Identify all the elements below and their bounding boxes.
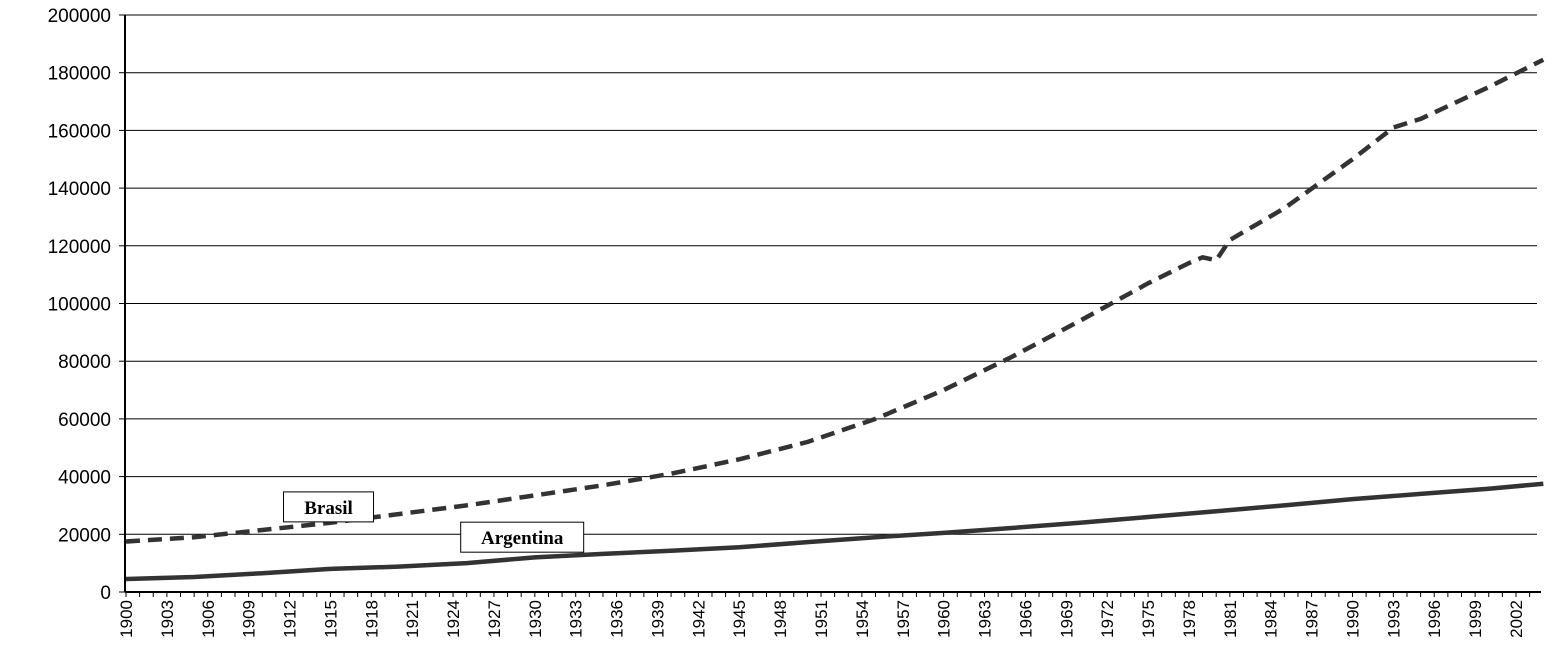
x-tick-label: 1912	[281, 600, 300, 638]
x-tick-label: 1960	[935, 600, 954, 638]
x-tick-label: 1996	[1425, 600, 1444, 638]
y-tick-label: 60000	[58, 410, 111, 431]
x-tick-label: 1966	[1016, 600, 1035, 638]
series-label-box	[283, 491, 375, 523]
x-tick-label: 1942	[689, 600, 708, 638]
x-tick-label: 1981	[1221, 600, 1240, 638]
x-tick-label: 1948	[771, 600, 790, 638]
x-tick-labels: 1900 1903 1906 1909 1912 1915 1918 1921 1924 1927…	[117, 600, 1526, 638]
x-tick-label: 1999	[1466, 600, 1485, 638]
x-tick-label: 1915	[321, 600, 340, 638]
x-tick-label: 1978	[1180, 600, 1199, 638]
series-line-argentina	[125, 481, 1544, 582]
y-tick-labels: 0 20000 40000 60000 80000 100000 120000 140000 1…	[48, 6, 111, 604]
x-tick-label: 1906	[199, 600, 218, 638]
y-tick-label: 160000	[48, 121, 111, 142]
series-label-brasil: Brasil	[283, 491, 375, 523]
x-tick-label: 1954	[853, 600, 872, 638]
x-tick-label: 1984	[1262, 600, 1281, 638]
series-label-text: Brasil	[304, 498, 353, 519]
x-tick-label: 1963	[976, 600, 995, 638]
y-tick-label: 140000	[48, 179, 111, 200]
y-tick-label: 100000	[48, 295, 111, 316]
series-label-text: Argentina	[481, 528, 564, 549]
x-tick-label: 1990	[1343, 600, 1362, 638]
y-tick-label: 120000	[48, 237, 111, 258]
series-line-brasil	[125, 57, 1545, 544]
x-tick-label: 1945	[730, 600, 749, 638]
grid-lines	[125, 14, 1537, 535]
x-tick-label: 1900	[117, 600, 136, 638]
x-tick-label: 1939	[648, 600, 667, 638]
y-tick-label: 40000	[58, 468, 111, 489]
x-tick-label: 1972	[1098, 600, 1117, 638]
series-label-argentina: Argentina	[460, 521, 585, 553]
y-tick-label: 0	[100, 583, 111, 604]
x-tick-label: 1924	[444, 600, 463, 638]
x-tick-label: 1993	[1384, 600, 1403, 638]
x-tick-label: 1909	[240, 600, 259, 638]
y-tick-label: 200000	[48, 6, 111, 27]
x-tick-label: 1975	[1139, 600, 1158, 638]
x-tick-label: 1921	[403, 600, 422, 638]
x-tick-label: 1930	[526, 600, 545, 638]
x-tick-label: 1951	[812, 600, 831, 638]
x-tick-label: 1918	[362, 600, 381, 638]
x-tick-label: 1933	[567, 600, 586, 638]
series-labels: Brasil Argentina	[283, 491, 585, 553]
x-tick-label: 1957	[894, 600, 913, 638]
series-lines	[125, 57, 1545, 582]
x-tick-label: 1969	[1057, 600, 1076, 638]
x-tick-label: 2002	[1507, 600, 1526, 638]
x-tick-label: 1927	[485, 600, 504, 638]
x-tick-label: 1936	[608, 600, 627, 638]
x-tick-label: 1903	[158, 600, 177, 638]
y-tick-label: 180000	[48, 64, 111, 85]
y-tick-label: 80000	[58, 352, 111, 373]
axes	[119, 14, 1541, 597]
x-tick-label: 1987	[1303, 600, 1322, 638]
series-label-box	[460, 521, 585, 553]
y-tick-label: 20000	[58, 525, 111, 546]
